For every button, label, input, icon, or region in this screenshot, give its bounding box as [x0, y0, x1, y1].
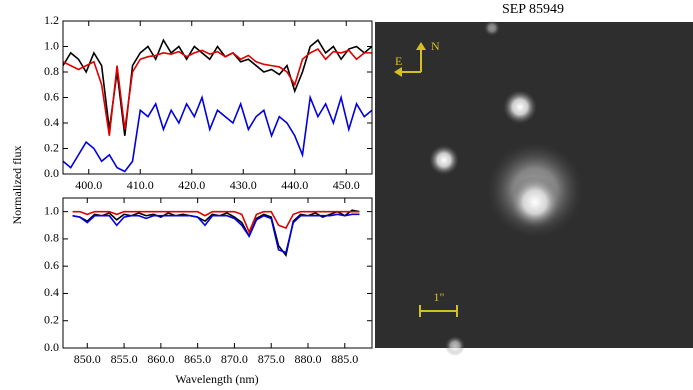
- star: [509, 176, 561, 228]
- x-tick-label: 410.0: [127, 178, 154, 192]
- plot-frame: [62, 20, 373, 175]
- x-tick-label: 880.0: [294, 352, 321, 366]
- y-tick-label: 0.6: [44, 258, 59, 272]
- y-tick-label: 0.8: [44, 231, 59, 245]
- star: [484, 20, 500, 36]
- spectrum-line: [72, 213, 360, 254]
- plot-frame: [62, 197, 373, 349]
- x-tick-label: 440.0: [281, 178, 308, 192]
- spectrum-line: [72, 209, 360, 258]
- y-tick-label: 1.2: [44, 13, 59, 27]
- sky-image: N E 1" SEP 85949: [375, 2, 693, 356]
- y-tick-label: 0.6: [44, 89, 59, 103]
- spectrum-line: [72, 210, 360, 235]
- image-title: SEP 85949: [502, 2, 564, 17]
- x-tick-label: 885.0: [331, 352, 358, 366]
- spectrum-line: [63, 48, 372, 136]
- x-tick-label: 430.0: [230, 178, 257, 192]
- y-tick-label: 0.2: [44, 312, 59, 326]
- y-tick-label: 0.0: [44, 340, 59, 354]
- star: [503, 90, 537, 124]
- y-tick-label: 0.0: [44, 166, 59, 180]
- x-tick-label: 860.0: [147, 352, 174, 366]
- x-tick-label: 400.0: [75, 178, 102, 192]
- spectrum-line: [63, 38, 372, 136]
- y-tick-label: 0.4: [44, 285, 59, 299]
- north-label: N: [431, 39, 440, 53]
- y-axis-label: Normalized flux: [10, 146, 24, 225]
- y-tick-label: 0.2: [44, 140, 59, 154]
- x-tick-label: 870.0: [221, 352, 248, 366]
- x-tick-label: 865.0: [184, 352, 211, 366]
- spectrum-line: [63, 94, 372, 173]
- star: [429, 145, 459, 175]
- x-axis-label: Wavelength (nm): [175, 372, 258, 386]
- x-tick-label: 850.0: [74, 352, 101, 366]
- star: [445, 336, 465, 356]
- y-tick-label: 1.0: [44, 38, 59, 52]
- scale-label: 1": [434, 290, 445, 304]
- compass: [394, 42, 458, 317]
- x-tick-label: 420.0: [178, 178, 205, 192]
- plot-lines: [72, 209, 360, 258]
- x-tick-label: 855.0: [111, 352, 138, 366]
- y-tick-label: 0.4: [44, 115, 59, 129]
- plot-lines: [63, 38, 372, 173]
- y-tick-label: 1.0: [44, 203, 59, 217]
- east-label: E: [395, 54, 402, 68]
- x-tick-label: 450.0: [333, 178, 360, 192]
- y-tick-label: 0.8: [44, 64, 59, 78]
- x-tick-label: 875.0: [258, 352, 285, 366]
